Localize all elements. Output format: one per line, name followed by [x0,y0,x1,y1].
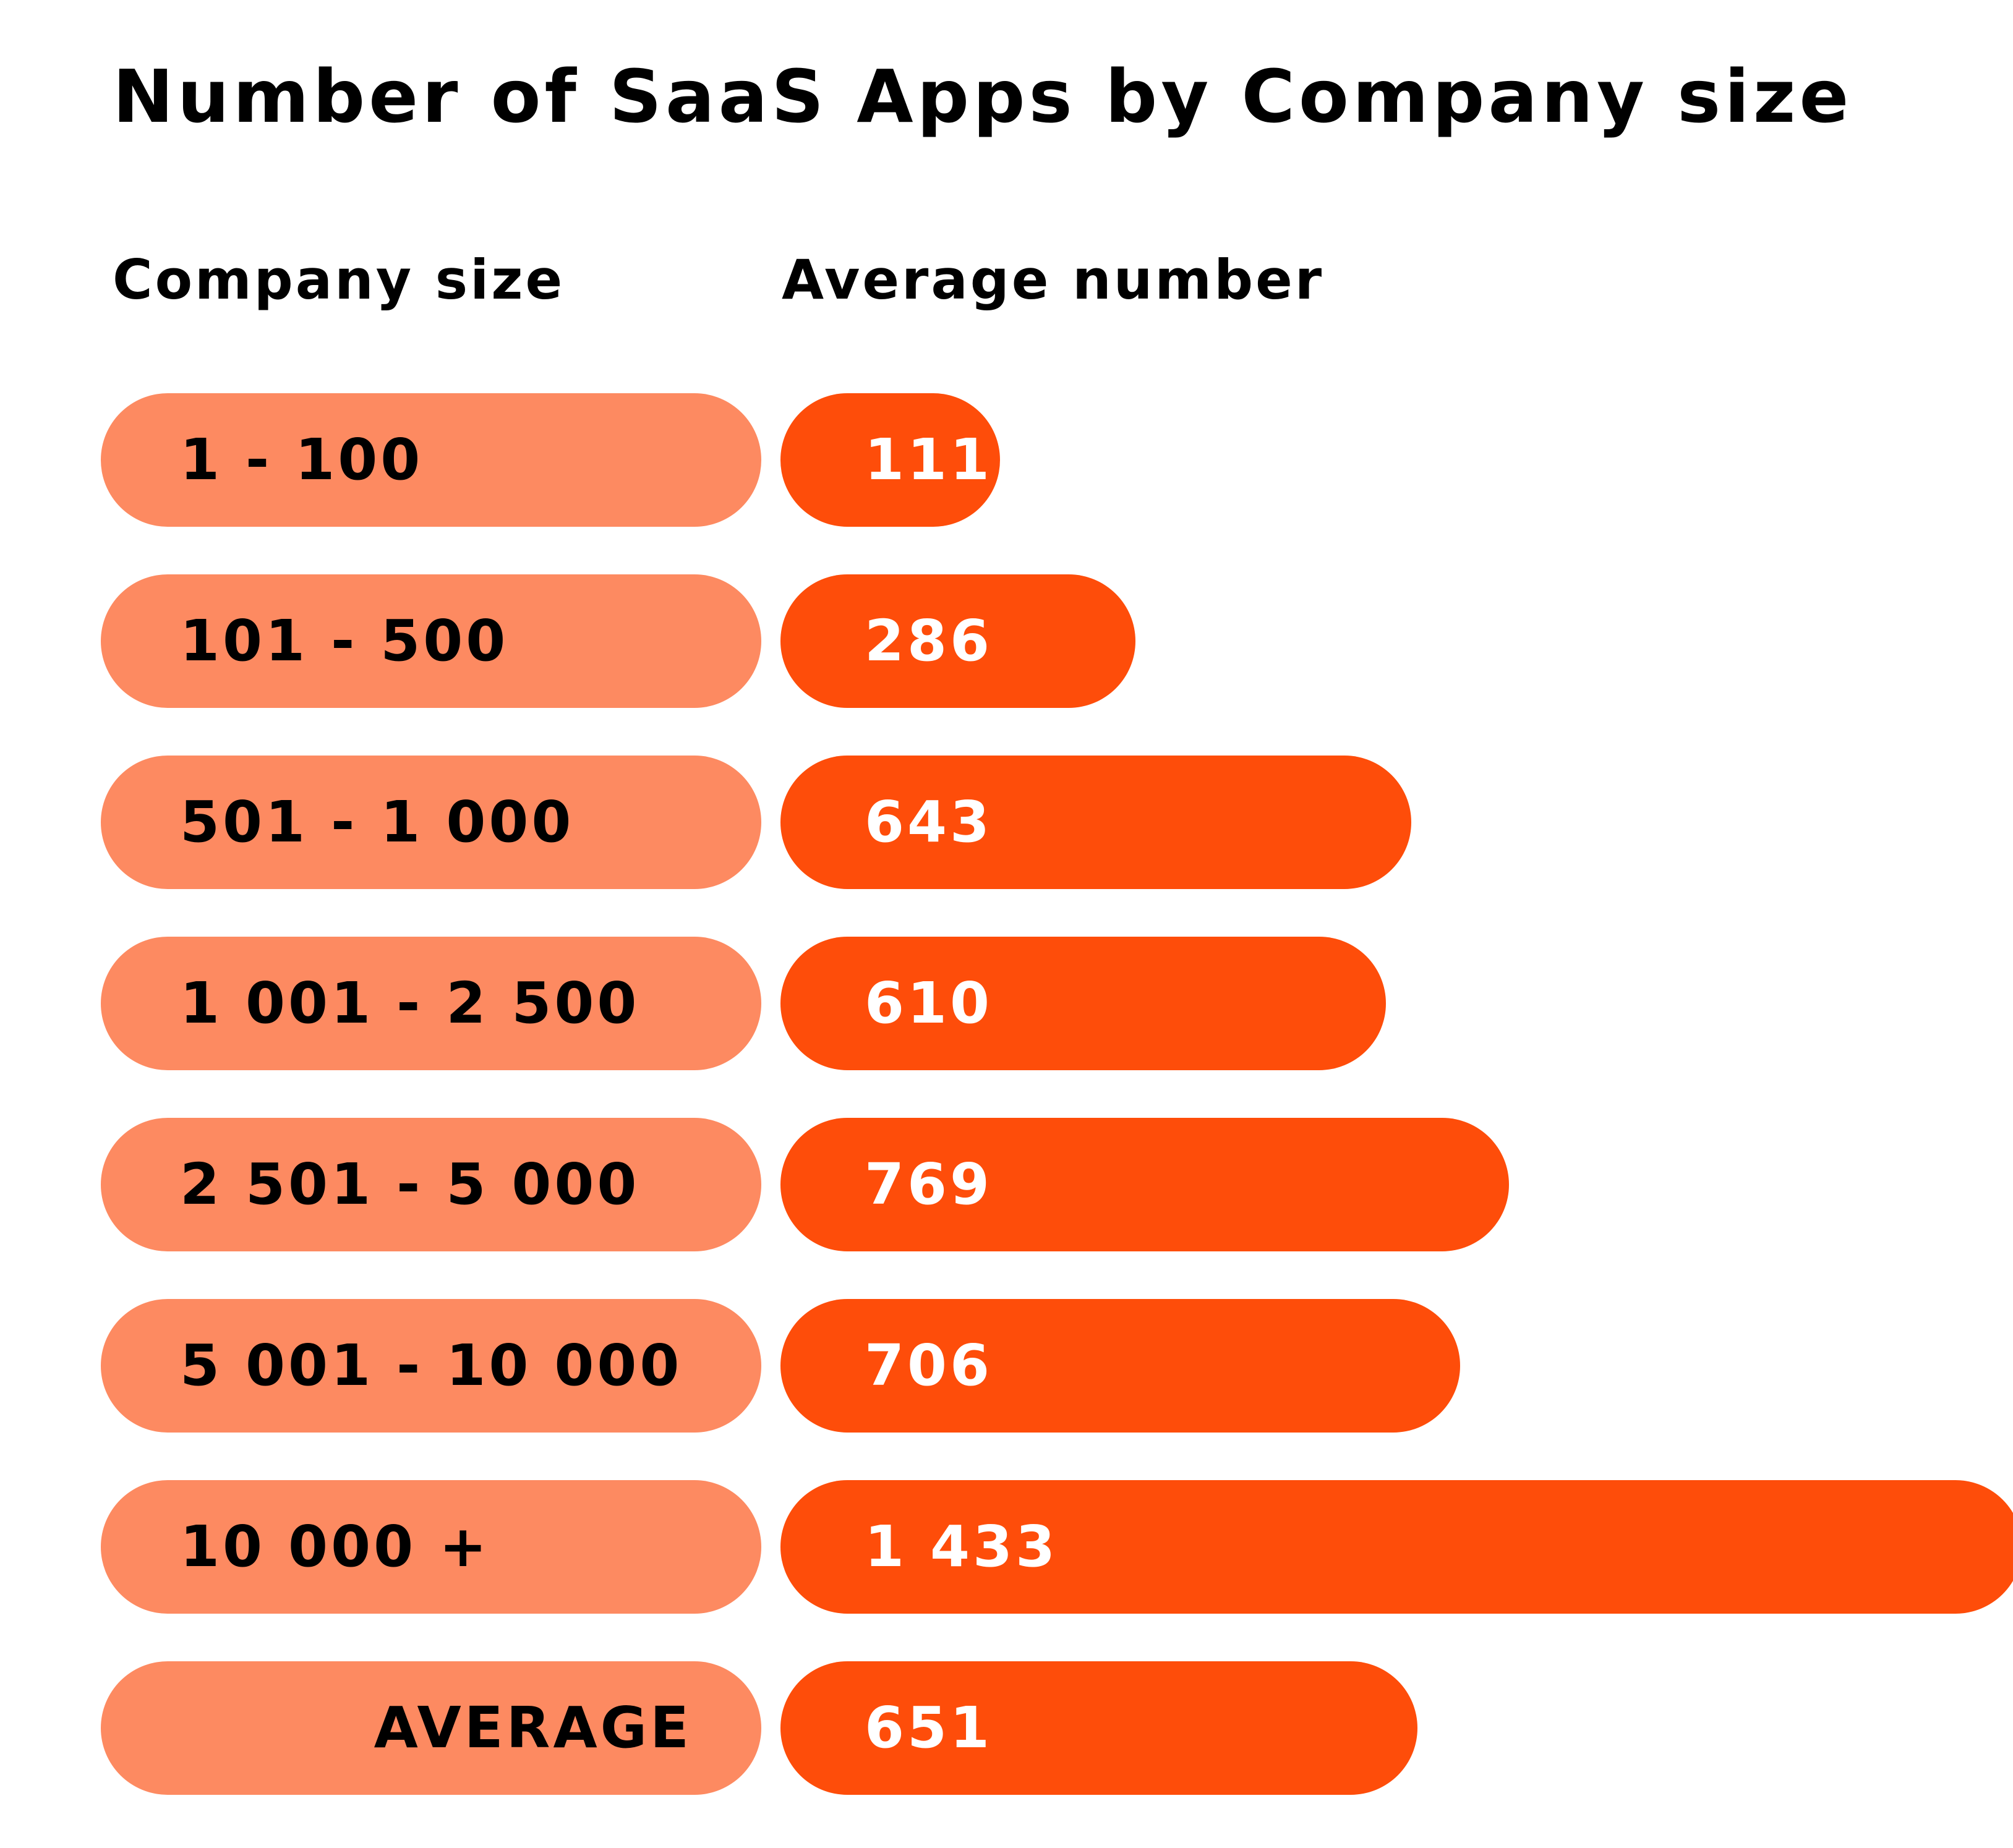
value-label: 651 [865,1695,993,1761]
category-pill: 5 001 - 10 000 [101,1299,761,1433]
category-label: 10 000 + [180,1514,490,1580]
bar-row: 1 - 100 111 [0,393,2013,527]
bar-row: 2 501 - 5 000 769 [0,1118,2013,1251]
value-label: 769 [865,1151,993,1217]
value-label: 286 [865,608,993,674]
category-label: 2 501 - 5 000 [180,1151,640,1217]
category-label: 1 001 - 2 500 [180,970,640,1036]
value-label: 1 433 [865,1514,1059,1580]
category-label: 5 001 - 10 000 [180,1332,683,1399]
category-label: 501 - 1 000 [180,789,575,855]
category-pill: 10 000 + [101,1480,761,1614]
bar-row: 10 000 + 1 433 [0,1480,2013,1614]
category-pill: 1 - 100 [101,393,761,527]
category-pill: AVERAGE [101,1661,761,1795]
bar-row: 1 001 - 2 500 610 [0,937,2013,1070]
category-label: 1 - 100 [180,427,424,493]
value-label: 111 [865,427,993,493]
average-number-column-header: Average number [782,248,1325,312]
value-label: 643 [865,789,993,855]
value-bar: 769 [780,1118,1509,1251]
value-label: 610 [865,970,993,1036]
category-pill: 101 - 500 [101,574,761,708]
category-label: AVERAGE [374,1695,692,1761]
bar-row: 101 - 500 286 [0,574,2013,708]
value-label: 706 [865,1332,993,1399]
bar-row: 5 001 - 10 000 706 [0,1299,2013,1433]
value-bar: 706 [780,1299,1460,1433]
category-pill: 1 001 - 2 500 [101,937,761,1070]
value-bar: 651 [780,1661,1417,1795]
chart-title: Number of SaaS Apps by Company size [113,54,1853,139]
average-row: AVERAGE 651 [0,1661,2013,1795]
category-pill: 501 - 1 000 [101,756,761,889]
value-bar: 111 [780,393,1000,527]
value-bar: 643 [780,756,1411,889]
category-label: 101 - 500 [180,608,509,674]
category-pill: 2 501 - 5 000 [101,1118,761,1251]
value-bar: 286 [780,574,1135,708]
value-bar: 610 [780,937,1386,1070]
bar-row: 501 - 1 000 643 [0,756,2013,889]
company-size-column-header: Company size [113,248,565,312]
value-bar: 1 433 [780,1480,2013,1614]
